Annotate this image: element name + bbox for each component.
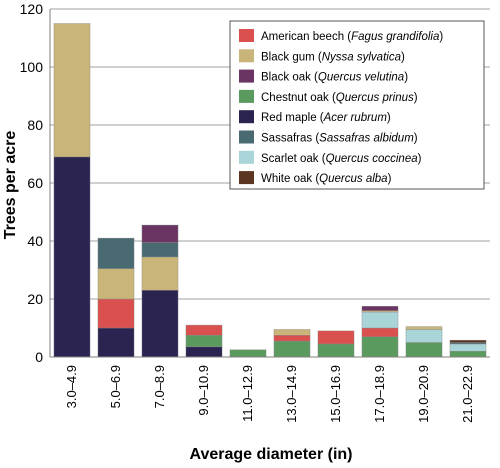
legend-entry: Sassafras (Sassafras albidum) xyxy=(261,133,418,145)
bar-segment xyxy=(361,310,399,313)
bar-segment xyxy=(273,329,311,336)
y-tick-label: 40 xyxy=(27,233,43,249)
legend-entry: Chestnut oak (Quercus prinus) xyxy=(261,92,418,104)
bar-segment xyxy=(97,327,135,358)
bar-segment xyxy=(185,335,223,348)
bar-segment xyxy=(449,342,487,345)
x-tick-label: 19.0–20.9 xyxy=(416,365,431,423)
x-tick-label: 11.0–12.9 xyxy=(240,365,255,422)
legend-latin-name: Nyssa sylvatica xyxy=(322,51,401,63)
legend-common-name: American beech ( xyxy=(261,31,351,43)
x-tick-label: 5.0–6.9 xyxy=(108,365,123,408)
bar-segment xyxy=(449,351,487,358)
legend-swatch xyxy=(239,69,254,83)
bar-segment xyxy=(53,23,91,158)
bar-segment xyxy=(361,336,399,358)
legend-swatch xyxy=(239,49,254,63)
x-tick-label: 7.0–8.9 xyxy=(152,365,167,408)
legend-common-name: Black gum ( xyxy=(261,51,322,63)
y-axis-title: Trees per acre xyxy=(2,131,19,240)
bar-segment xyxy=(405,329,443,343)
legend-entry: Scarlet oak (Quercus coccinea) xyxy=(261,153,422,165)
legend-common-name: Black oak ( xyxy=(261,72,318,84)
legend-entry: Black gum (Nyssa sylvatica) xyxy=(261,51,405,63)
legend-latin-name: Quercus prinus xyxy=(336,92,414,104)
y-tick-labels: 0 20 40 60 80 100 120 xyxy=(20,1,44,365)
bar-segment xyxy=(317,343,355,358)
legend-swatch xyxy=(239,29,254,42)
bar-segment xyxy=(361,311,399,329)
legend-latin-name: Sassafras albidum xyxy=(319,133,414,145)
bar-segment xyxy=(317,330,355,345)
x-axis-title: Average diameter (in) xyxy=(189,446,352,463)
bars xyxy=(53,23,487,358)
x-tick-label: 21.0–22.9 xyxy=(460,365,475,423)
bar-segment xyxy=(185,346,223,358)
x-tick-label: 3.0–4.9 xyxy=(64,365,79,408)
y-tick-label: 100 xyxy=(20,59,44,75)
legend-entry: American beech (Fagus grandifolia) xyxy=(261,31,443,43)
bar-segment xyxy=(229,349,267,358)
y-tick-label: 60 xyxy=(27,175,43,191)
legend-latin-name: Quercus alba xyxy=(319,173,387,185)
legend-latin-name: Acer rubrum xyxy=(323,112,388,124)
bar-segment xyxy=(449,343,487,352)
axes xyxy=(49,9,490,358)
y-tick-label: 120 xyxy=(20,1,44,17)
x-tick-label: 9.0–10.9 xyxy=(196,365,211,416)
legend-common-name: Scarlet oak ( xyxy=(261,153,326,165)
bar-segment xyxy=(361,327,399,337)
y-tick-label: 0 xyxy=(35,349,43,365)
legend-box xyxy=(229,20,485,190)
legend-entry: Red maple (Acer rubrum) xyxy=(261,112,391,124)
legend-swatch xyxy=(239,171,254,185)
bar-segment xyxy=(141,256,179,291)
x-tick-label: 13.0–14.9 xyxy=(284,365,299,423)
bar-segment xyxy=(141,242,179,258)
legend-swatch xyxy=(239,150,254,164)
legend-swatch xyxy=(239,89,254,103)
bar-segment xyxy=(185,324,223,336)
bar-segment xyxy=(53,156,91,358)
bar-segment xyxy=(141,290,179,358)
bar-segment xyxy=(405,326,443,330)
legend-latin-name: Quercus velutina xyxy=(318,72,404,84)
legend-latin-name: Quercus coccinea xyxy=(326,153,418,165)
legend-latin-name: Fagus grandifolia xyxy=(351,31,439,43)
bar-segment xyxy=(97,237,135,269)
legend-common-name: Sassafras ( xyxy=(261,133,319,145)
x-tick-label: 17.0–18.9 xyxy=(372,365,387,423)
legend-common-name: White oak ( xyxy=(261,173,319,185)
bar-segment xyxy=(273,335,311,342)
legend-swatch xyxy=(239,130,254,144)
x-tick-label: 15.0–16.9 xyxy=(328,365,343,423)
y-tick-label: 80 xyxy=(27,117,43,133)
bar-segment xyxy=(449,339,487,343)
bar-segment xyxy=(405,342,443,358)
bar-segment xyxy=(97,268,135,300)
x-tick-labels: 3.0–4.9 5.0–6.9 7.0–8.9 9.0–10.9 11.0–12.9 13… xyxy=(64,365,475,423)
y-tick-label: 20 xyxy=(27,291,43,307)
bar-segment xyxy=(97,298,135,329)
legend-swatch xyxy=(239,110,254,124)
legend-common-name: Chestnut oak ( xyxy=(261,92,336,104)
bar-segment xyxy=(141,224,179,243)
bar-segment xyxy=(361,306,399,311)
legend-entry: Black oak (Quercus velutina) xyxy=(261,72,408,84)
legend-common-name: Red maple ( xyxy=(261,112,324,124)
legend: American beech (Fagus grandifolia) Black … xyxy=(229,20,485,190)
legend-entry: White oak (Quercus alba) xyxy=(261,173,392,185)
bar-segment xyxy=(273,340,311,358)
